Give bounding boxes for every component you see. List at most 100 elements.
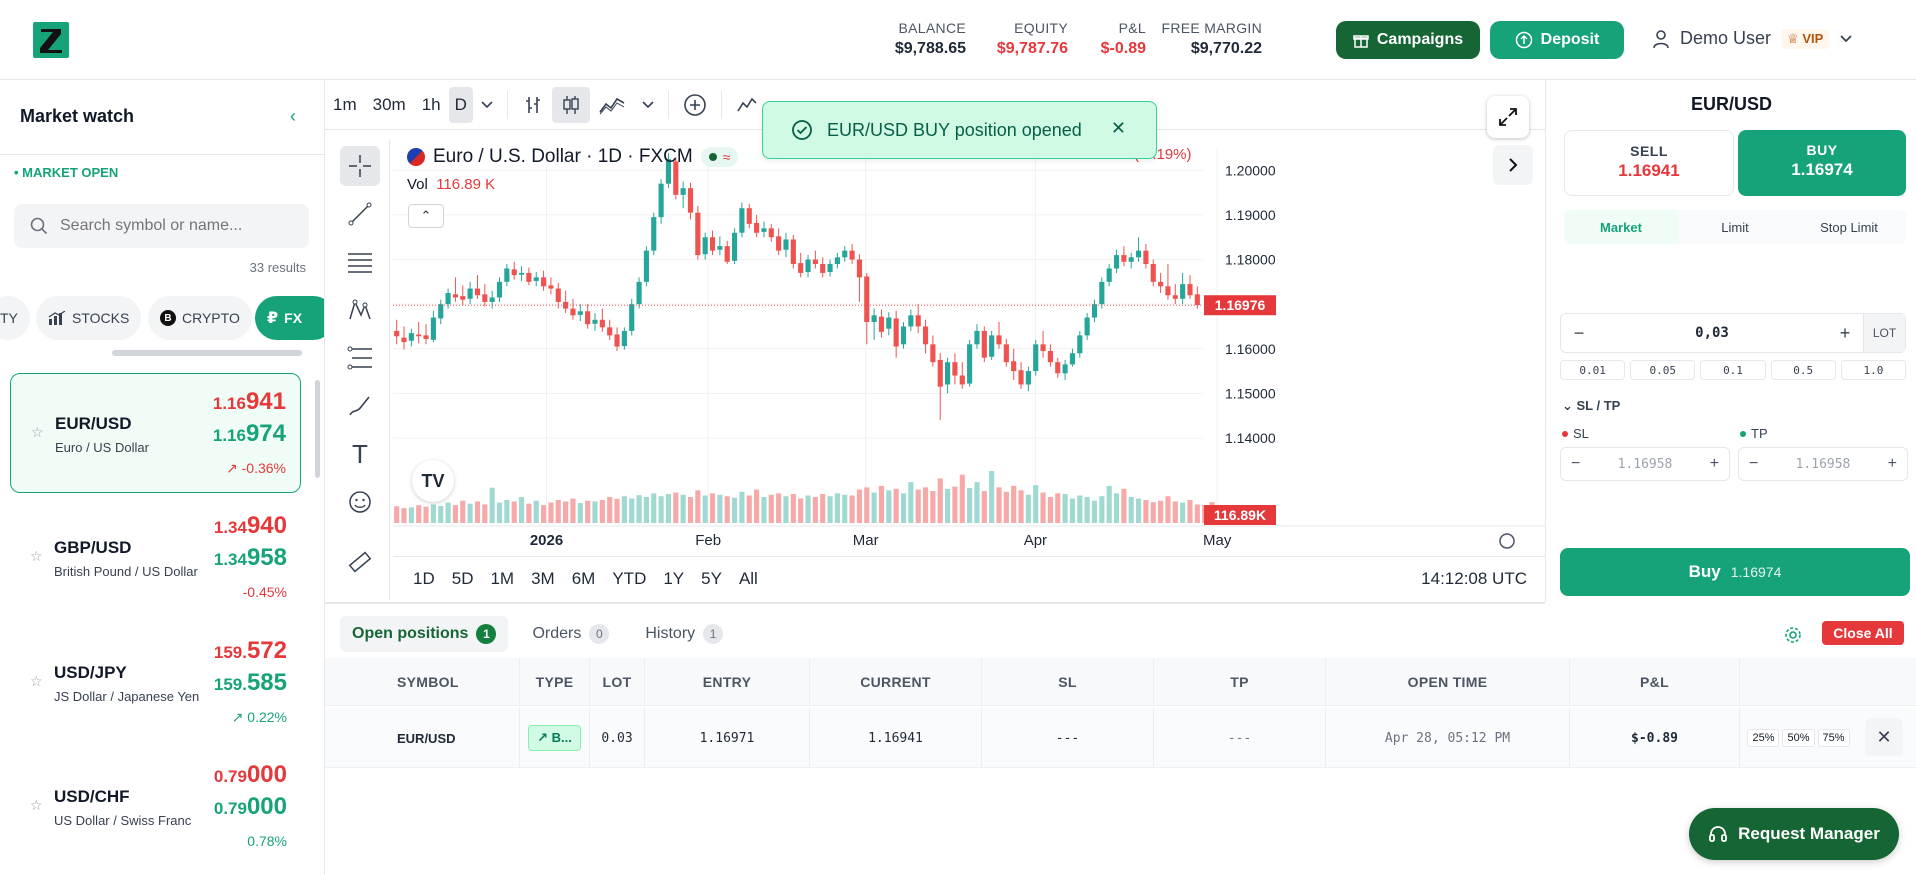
- projection-icon[interactable]: [340, 338, 380, 378]
- buy-button[interactable]: BUY 1.16974: [1738, 130, 1906, 196]
- range-5d[interactable]: 5D: [451, 568, 474, 588]
- close-position-icon[interactable]: ✕: [1865, 718, 1903, 756]
- preset-button[interactable]: 0.1: [1700, 360, 1766, 380]
- request-manager-button[interactable]: Request Manager: [1689, 808, 1899, 860]
- list-item[interactable]: ☆ GBP/USD British Pound / US Dollar 1.34…: [10, 498, 301, 618]
- partial-close-button[interactable]: 50%: [1782, 729, 1815, 747]
- preset-button[interactable]: 1.0: [1840, 360, 1907, 380]
- range-ytd[interactable]: YTD: [612, 568, 647, 588]
- interval-1m[interactable]: 1m: [333, 94, 357, 114]
- candle-body: [967, 344, 973, 384]
- user-menu[interactable]: Demo User ♕ VIP: [1652, 28, 1853, 49]
- tab-stop-limit[interactable]: Stop Limit: [1820, 219, 1878, 235]
- range-all[interactable]: All: [738, 568, 758, 588]
- interval-1h[interactable]: 1h: [421, 94, 441, 114]
- preset-button[interactable]: 0.01: [1560, 360, 1626, 380]
- interval-d[interactable]: D: [448, 86, 473, 123]
- candle-body: [1158, 281, 1164, 287]
- tradingview-logo-icon[interactable]: TV: [412, 460, 454, 502]
- fib-lines-icon[interactable]: [340, 242, 380, 282]
- category-stocks[interactable]: STOCKS: [36, 296, 142, 340]
- submit-buy-button[interactable]: Buy 1.16974: [1560, 548, 1910, 596]
- sl-input[interactable]: 1.16958: [1617, 456, 1673, 472]
- range-6m[interactable]: 6M: [571, 568, 596, 588]
- interval-dropdown-icon[interactable]: [473, 87, 501, 123]
- sltp-toggle[interactable]: ⌄ SL / TP: [1562, 398, 1621, 413]
- campaigns-button[interactable]: Campaigns: [1336, 21, 1480, 59]
- list-item[interactable]: ☆ EUR/USD Euro / US Dollar 1.16941 1.169…: [10, 373, 301, 493]
- range-1m[interactable]: 1M: [490, 568, 515, 588]
- star-icon[interactable]: ☆: [30, 797, 43, 813]
- partial-close-button[interactable]: 75%: [1817, 729, 1850, 747]
- lot-value[interactable]: 0,03: [1695, 325, 1729, 341]
- increase-button[interactable]: +: [1839, 322, 1851, 343]
- price-chart[interactable]: 1.200001.190001.180001.170001.160001.150…: [393, 138, 1545, 600]
- preset-button[interactable]: 0.05: [1630, 360, 1696, 380]
- sl-decrease-button[interactable]: −: [1571, 455, 1581, 472]
- sell-button[interactable]: SELL 1.16941: [1564, 130, 1734, 196]
- vertical-scrollbar[interactable]: [315, 380, 320, 478]
- ruler-icon[interactable]: [340, 542, 380, 582]
- star-icon[interactable]: ☆: [30, 548, 43, 564]
- star-icon[interactable]: ☆: [31, 424, 44, 440]
- partial-close-button[interactable]: 25%: [1747, 729, 1780, 747]
- cell-sl[interactable]: ---: [982, 708, 1154, 768]
- x-tick-label: May: [1203, 532, 1232, 549]
- table-row[interactable]: EUR/USD ↗ B... 0.03 1.16971 1.16941 --- …: [325, 708, 1916, 768]
- collapse-legend-button[interactable]: ⌃: [408, 204, 444, 228]
- range-1d[interactable]: 1D: [413, 568, 435, 588]
- tab-open-positions[interactable]: Open positions 1: [340, 616, 509, 652]
- chevron-down-icon[interactable]: [1839, 34, 1853, 44]
- tab-limit[interactable]: Limit: [1721, 219, 1749, 235]
- scroll-right-button[interactable]: [1493, 145, 1533, 185]
- list-item[interactable]: ☆ USD/CHF US Dollar / Swiss Franc 0.7900…: [10, 747, 301, 867]
- deposit-button[interactable]: Deposit: [1490, 21, 1624, 59]
- gear-icon[interactable]: [1780, 622, 1806, 648]
- tab-history[interactable]: History 1: [633, 616, 735, 652]
- text-tool-icon[interactable]: T: [352, 438, 368, 469]
- emoji-icon[interactable]: [340, 482, 380, 522]
- cell-tp[interactable]: ---: [1154, 708, 1326, 768]
- decrease-button[interactable]: −: [1573, 322, 1585, 343]
- tab-market[interactable]: Market: [1564, 210, 1678, 244]
- interval-30m[interactable]: 30m: [372, 94, 406, 114]
- market-status: • MARKET OPEN: [14, 165, 119, 180]
- candle-style-icon[interactable]: [551, 86, 590, 123]
- close-all-button[interactable]: Close All: [1822, 621, 1904, 645]
- candle-body: [1172, 295, 1178, 299]
- crosshair-icon[interactable]: [340, 146, 380, 186]
- tab-orders[interactable]: Orders 0: [520, 616, 621, 652]
- range-1y[interactable]: 1Y: [663, 568, 685, 588]
- volume-bar: [430, 504, 436, 523]
- pattern-icon[interactable]: [340, 290, 380, 330]
- area-style-icon[interactable]: [590, 87, 634, 123]
- tp-decrease-button[interactable]: −: [1749, 455, 1759, 472]
- category-commodity[interactable]: TY: [0, 296, 30, 340]
- bar-style-icon[interactable]: [514, 87, 552, 123]
- expand-icon[interactable]: [1487, 96, 1529, 138]
- col-sl: SL: [982, 658, 1154, 706]
- brand-logo[interactable]: [33, 22, 69, 58]
- tp-increase-button[interactable]: +: [1887, 455, 1897, 472]
- preset-button[interactable]: 0.5: [1770, 360, 1836, 380]
- candle-body: [673, 161, 679, 195]
- category-crypto[interactable]: B CRYPTO: [148, 296, 252, 340]
- range-5y[interactable]: 5Y: [701, 568, 722, 588]
- trend-line-icon[interactable]: [340, 194, 380, 234]
- list-item[interactable]: ☆ USD/JPY JS Dollar / Japanese Yen 159.5…: [10, 623, 301, 743]
- close-icon[interactable]: ✕: [1110, 118, 1126, 138]
- add-indicator-icon[interactable]: [675, 87, 715, 123]
- category-fx[interactable]: ₽ FX: [255, 296, 324, 340]
- search-input[interactable]: [60, 217, 300, 235]
- star-icon[interactable]: ☆: [30, 673, 43, 689]
- collapse-chevron-icon[interactable]: ‹: [290, 106, 296, 126]
- brush-icon[interactable]: [340, 386, 380, 426]
- tp-input[interactable]: 1.16958: [1795, 456, 1851, 472]
- sl-increase-button[interactable]: +: [1709, 455, 1719, 472]
- indicators-button[interactable]: [728, 87, 766, 123]
- range-3m[interactable]: 3M: [531, 568, 555, 588]
- chart-type-dropdown-icon[interactable]: [634, 87, 662, 123]
- search-box[interactable]: [14, 204, 309, 248]
- utc-clock[interactable]: 14:12:08 UTC: [1421, 569, 1527, 588]
- horizontal-scrollbar[interactable]: [112, 350, 302, 356]
